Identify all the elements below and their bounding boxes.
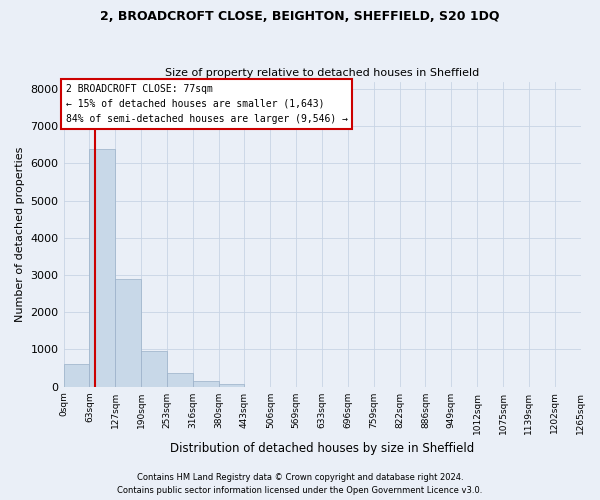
Text: 2 BROADCROFT CLOSE: 77sqm
← 15% of detached houses are smaller (1,643)
84% of se: 2 BROADCROFT CLOSE: 77sqm ← 15% of detac… [65,84,347,124]
Bar [141,351,167,386]
Text: Contains HM Land Registry data © Crown copyright and database right 2024.
Contai: Contains HM Land Registry data © Crown c… [118,474,482,495]
Bar [64,364,89,386]
Bar [89,150,115,386]
Text: 2, BROADCROFT CLOSE, BEIGHTON, SHEFFIELD, S20 1DQ: 2, BROADCROFT CLOSE, BEIGHTON, SHEFFIELD… [100,10,500,23]
Y-axis label: Number of detached properties: Number of detached properties [15,146,25,322]
X-axis label: Distribution of detached houses by size in Sheffield: Distribution of detached houses by size … [170,442,474,455]
Title: Size of property relative to detached houses in Sheffield: Size of property relative to detached ho… [165,68,479,78]
Bar [218,384,244,386]
Bar [115,279,141,386]
Bar [193,381,218,386]
Bar [167,374,193,386]
